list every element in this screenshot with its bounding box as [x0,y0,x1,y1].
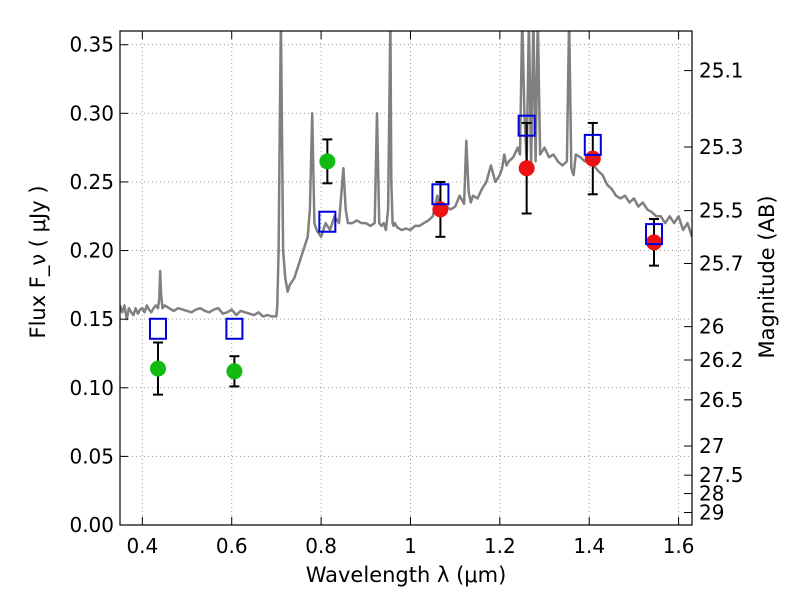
ticks: 0.4 0.6 0.8 1 1.2 1.4 1.6 0.00 0.05 0.10 0.15 0.20 0… [69,31,744,558]
right-tick-label: 25.5 [699,199,744,223]
x-axis-label: Wavelength λ (μm) [306,563,507,587]
y-tick-label: 0.20 [69,239,114,263]
right-axis-label: Magnitude (AB) [755,195,779,358]
points-layer [148,114,664,396]
x-tick-label: 1 [404,534,417,558]
green-data-point [149,360,166,377]
right-tick-label: 26 [699,315,724,339]
red-data-point [432,201,449,218]
y-tick-label: 0.10 [69,376,114,400]
right-tick-label: 25.7 [699,252,744,276]
model-square [583,133,602,156]
x-tick-label: 0.8 [305,534,337,558]
red-data-point [646,234,663,251]
green-data-point [319,153,336,170]
right-tick-label: 25.3 [699,135,744,159]
model-square [148,317,167,340]
green-data-point [226,363,243,380]
x-tick-label: 0.4 [126,534,158,558]
axis-labels: Wavelength λ (μm) Flux F_ν ( μJy ) Magni… [26,185,779,587]
model-square [225,317,244,340]
y-tick-label: 0.30 [69,101,114,125]
right-tick-label: 27.5 [699,463,744,487]
y-axis-label: Flux F_ν ( μJy ) [26,185,51,338]
model-square [318,210,337,233]
right-tick-label: 28 [699,482,724,506]
spectrum-line [120,31,692,321]
right-tick-label: 26.5 [699,388,744,412]
model-square [645,223,664,246]
plot-border [119,30,693,526]
right-tick-label: 29 [699,500,724,524]
plot-frame [119,30,693,526]
y-tick-label: 0.05 [69,444,114,468]
x-tick-label: 0.6 [216,534,248,558]
x-tick-label: 1.6 [663,534,695,558]
right-tick-label: 27 [699,434,724,458]
model-square [431,183,450,206]
right-tick-label: 26.2 [699,348,744,372]
right-tick-label: 25.1 [699,59,744,83]
y-tick-label: 0.35 [69,33,114,57]
x-tick-label: 1.2 [484,534,516,558]
spectrum-layer [120,31,692,321]
y-tick-label: 0.15 [69,307,114,331]
grid [120,31,692,526]
y-tick-label: 0.00 [69,513,114,537]
y-tick-label: 0.25 [69,170,114,194]
x-tick-label: 1.4 [573,534,605,558]
red-data-point [518,160,535,177]
model-square [517,114,536,137]
red-data-point [584,150,601,167]
